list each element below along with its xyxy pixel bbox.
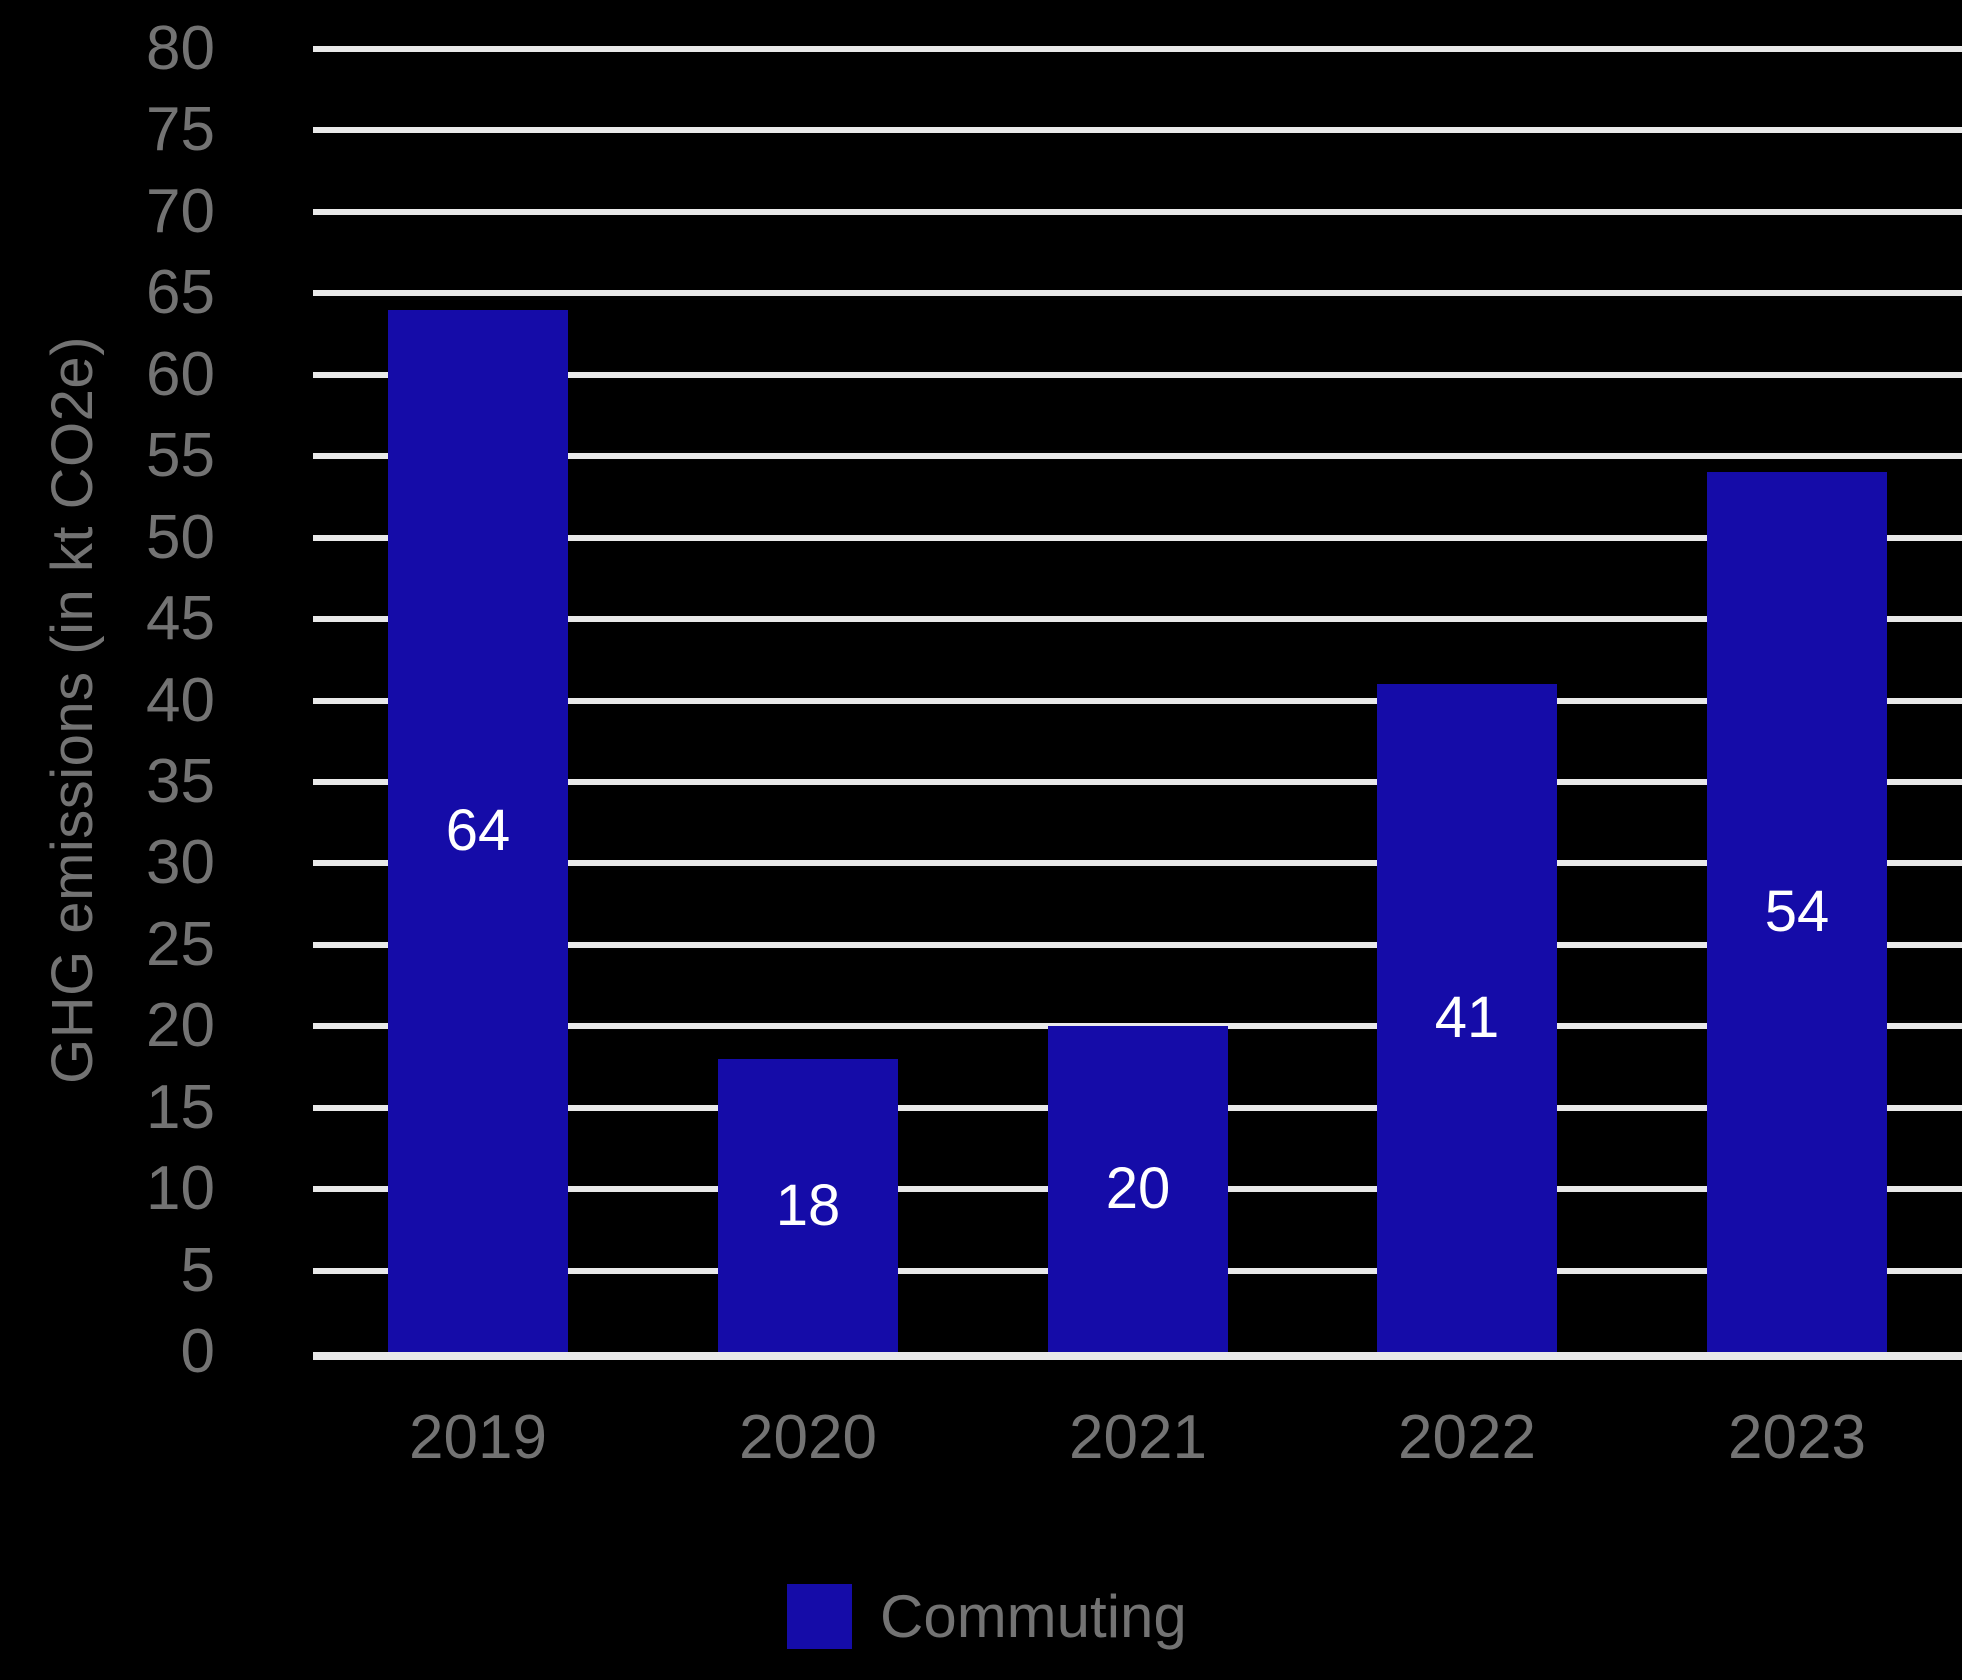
y-tick-label-70: 70: [146, 177, 215, 246]
gridline-y-60: [313, 372, 1962, 378]
gridline-y-80: [313, 46, 1962, 52]
y-tick-label-15: 15: [146, 1073, 215, 1142]
gridline-y-45: [313, 616, 1962, 622]
bar-2020: [718, 1059, 898, 1352]
bar-value-label-2020: 18: [775, 1173, 841, 1238]
y-tick-label-30: 30: [146, 828, 215, 897]
y-tick-label-65: 65: [146, 258, 215, 327]
x-tick-label-2021: 2021: [1069, 1403, 1207, 1472]
gridline-y-25: [313, 942, 1962, 948]
x-tick-label-2020: 2020: [739, 1403, 877, 1472]
bar-2019: [388, 310, 568, 1352]
y-tick-label-20: 20: [146, 991, 215, 1060]
y-tick-label-25: 25: [146, 910, 215, 979]
x-axis-baseline: [313, 1352, 1962, 1360]
gridline-y-75: [313, 127, 1962, 133]
legend-swatch-commuting: [787, 1584, 852, 1649]
gridline-y-35: [313, 779, 1962, 785]
gridline-y-65: [313, 290, 1962, 296]
bar-value-label-2023: 54: [1764, 879, 1830, 944]
legend: Commuting: [787, 1584, 1187, 1649]
y-tick-label-5: 5: [180, 1236, 215, 1305]
legend-label-commuting: Commuting: [880, 1583, 1187, 1650]
gridline-y-50: [313, 535, 1962, 541]
y-tick-label-35: 35: [146, 747, 215, 816]
gridline-y-55: [313, 453, 1962, 459]
x-tick-label-2023: 2023: [1728, 1403, 1866, 1472]
y-tick-label-75: 75: [146, 95, 215, 164]
x-tick-label-2022: 2022: [1398, 1403, 1536, 1472]
bar-value-label-2019: 64: [445, 798, 511, 863]
y-tick-label-55: 55: [146, 421, 215, 490]
y-tick-label-10: 10: [146, 1154, 215, 1223]
y-tick-label-0: 0: [180, 1317, 215, 1386]
bar-2023: [1707, 472, 1887, 1352]
gridline-y-30: [313, 860, 1962, 866]
y-tick-label-80: 80: [146, 14, 215, 83]
y-tick-label-45: 45: [146, 584, 215, 653]
y-tick-label-50: 50: [146, 503, 215, 572]
x-tick-label-2019: 2019: [409, 1403, 547, 1472]
gridline-y-40: [313, 698, 1962, 704]
bar-2021: [1048, 1026, 1228, 1352]
y-tick-label-60: 60: [146, 340, 215, 409]
bar-2022: [1377, 684, 1557, 1352]
y-tick-label-40: 40: [146, 666, 215, 735]
bar-value-label-2021: 20: [1105, 1156, 1171, 1221]
gridline-y-70: [313, 209, 1962, 215]
bar-value-label-2022: 41: [1434, 985, 1500, 1050]
